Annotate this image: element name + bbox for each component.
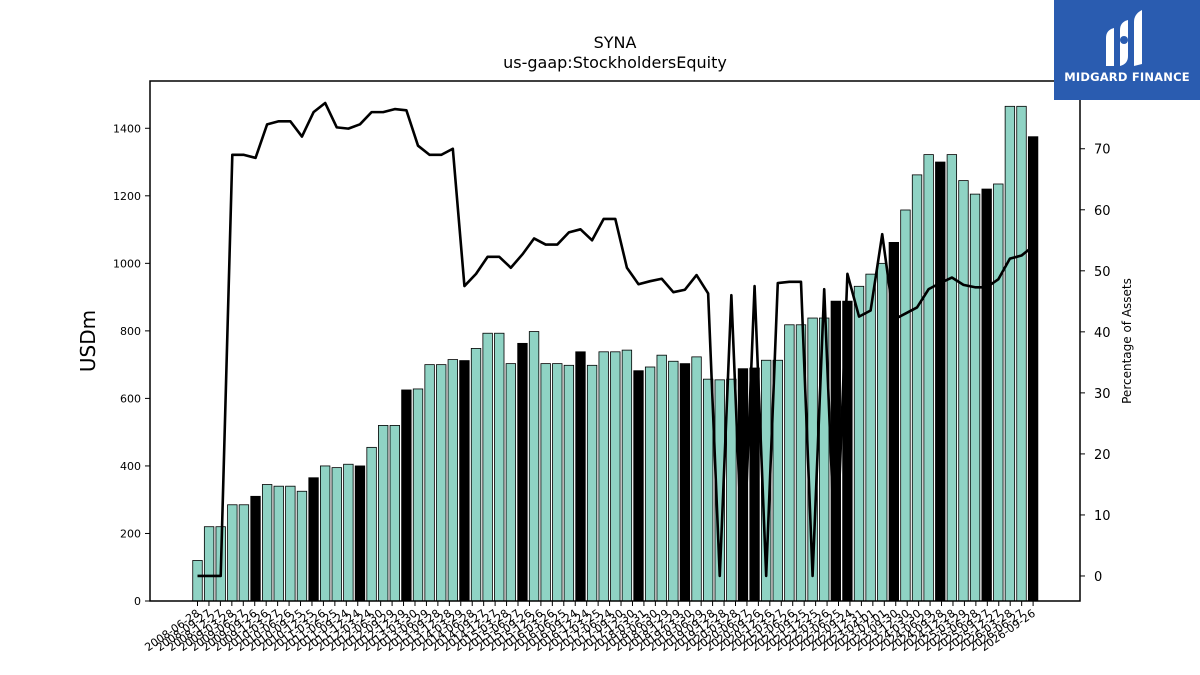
bar [343,463,354,602]
bar [436,364,447,602]
y-tick-label: 1400 [113,122,141,135]
bar [575,351,586,602]
y-axis-label: USDm [76,310,100,372]
bar [691,356,702,602]
x-axis: 2008-06-282008-09-272008-12-272009-03-28… [142,601,1038,654]
bar [993,183,1004,602]
y2-tick-label: 40 [1094,326,1111,341]
bar [261,484,273,602]
bar [331,467,342,602]
bar [679,363,691,602]
bar [528,331,540,602]
bar-series [192,105,1039,602]
logo-mark-icon [1106,10,1142,66]
y2-tick-label: 60 [1094,204,1111,219]
bar [285,485,296,602]
bar [447,359,458,602]
bar [378,425,389,602]
chart-subtitle: us-gaap:StockholdersEquity [503,53,727,72]
brand-logo: MIDGARD FINANCE [1054,0,1200,100]
y-tick-label: 600 [120,392,141,405]
bar [702,378,714,602]
bar [621,349,633,602]
bar [354,465,366,602]
bar [644,366,656,602]
bar [308,477,319,602]
bar [517,342,528,602]
y2-axis-label: Percentage of Assets [1120,278,1134,404]
bar [1016,105,1027,602]
bar [540,363,551,602]
bar [459,360,470,602]
y2-tick-label: 30 [1094,387,1111,402]
y2-axis: 0 10 20 30 40 50 60 70 [1080,143,1111,585]
bar [946,154,958,602]
y-tick-label: 1200 [113,190,141,203]
y2-tick-label: 0 [1094,570,1102,585]
bar [238,504,250,602]
y2-tick-label: 70 [1094,143,1111,158]
bar [203,526,215,602]
bar [319,465,331,602]
percentage-line [197,101,1034,578]
bar [586,364,598,602]
plot-frame [149,80,1081,602]
bar [552,363,563,602]
bar [923,154,934,602]
bar [958,180,969,602]
bar [1027,136,1039,602]
bar [911,174,923,602]
y2-tick-label: 50 [1094,265,1111,280]
bar [505,363,517,602]
bar [412,388,424,602]
bar [563,364,575,602]
bar [668,360,679,602]
bar [981,188,992,602]
bar [633,370,644,602]
line-series [197,101,1034,578]
bar [784,324,795,602]
y-axis: 0 200 400 600 800 1000 1200 1400 [113,122,150,608]
y-tick-label: 200 [120,527,141,540]
y2-tick-label: 10 [1094,509,1111,524]
chart-title: SYNA [594,33,637,52]
bar [1004,105,1016,602]
bar [389,425,400,602]
bar [969,193,981,602]
bar [656,354,667,602]
y-tick-label: 0 [134,595,141,608]
y-tick-label: 400 [120,460,141,473]
bar [900,209,911,602]
bar [610,351,621,602]
bar [401,389,412,602]
y-tick-label: 1000 [113,257,141,270]
bar [296,490,308,602]
bar [726,378,737,602]
bar [273,485,284,602]
bar [598,351,609,602]
y-tick-label: 800 [120,325,141,338]
bar [366,446,377,602]
bar [250,495,261,602]
bar [192,560,203,602]
bar [424,364,435,602]
bar [935,161,946,602]
bar [877,262,888,602]
bar [494,332,505,602]
bar [470,348,482,602]
y2-tick-label: 20 [1094,448,1111,463]
bar [482,332,493,602]
bar [749,367,760,602]
bar [865,273,876,602]
logo-text: MIDGARD FINANCE [1064,70,1190,84]
bar [853,285,865,602]
bar [227,504,238,602]
